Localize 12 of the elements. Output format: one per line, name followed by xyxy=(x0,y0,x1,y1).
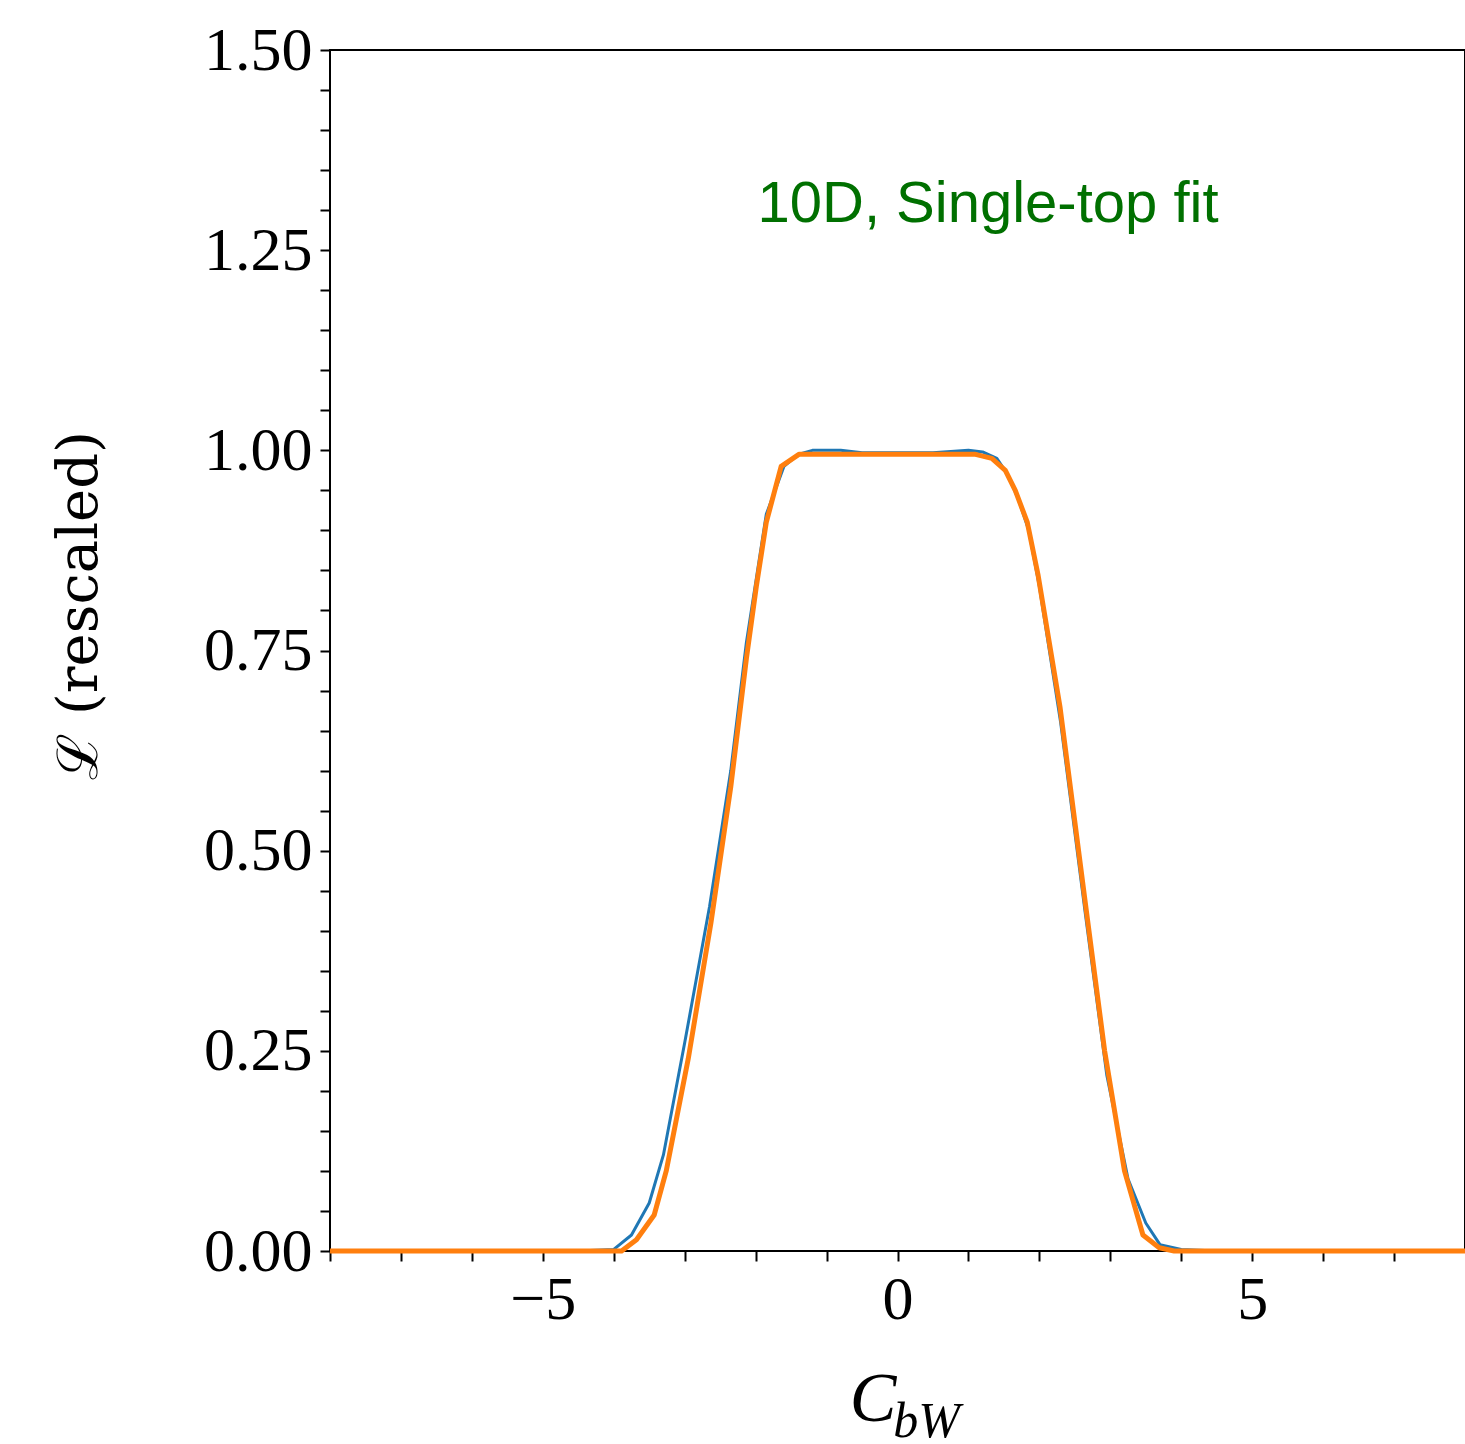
y-tick-label: 1.25 xyxy=(204,214,313,283)
x-tick-label: 5 xyxy=(1237,1263,1269,1332)
y-tick-label: 1.50 xyxy=(204,14,313,83)
x-tick-label: 0 xyxy=(882,1263,914,1332)
y-axis-title: ℒ (rescaled) xyxy=(45,431,110,780)
annotation: 10D, Single-top fit xyxy=(757,169,1219,234)
y-tick-label: 0.00 xyxy=(204,1215,313,1284)
y-tick-label: 1.00 xyxy=(204,414,313,483)
y-tick-label: 0.50 xyxy=(204,815,313,884)
y-tick-label: 0.25 xyxy=(204,1015,313,1084)
x-tick-label: −5 xyxy=(510,1263,577,1332)
y-tick-label: 0.75 xyxy=(204,615,313,683)
